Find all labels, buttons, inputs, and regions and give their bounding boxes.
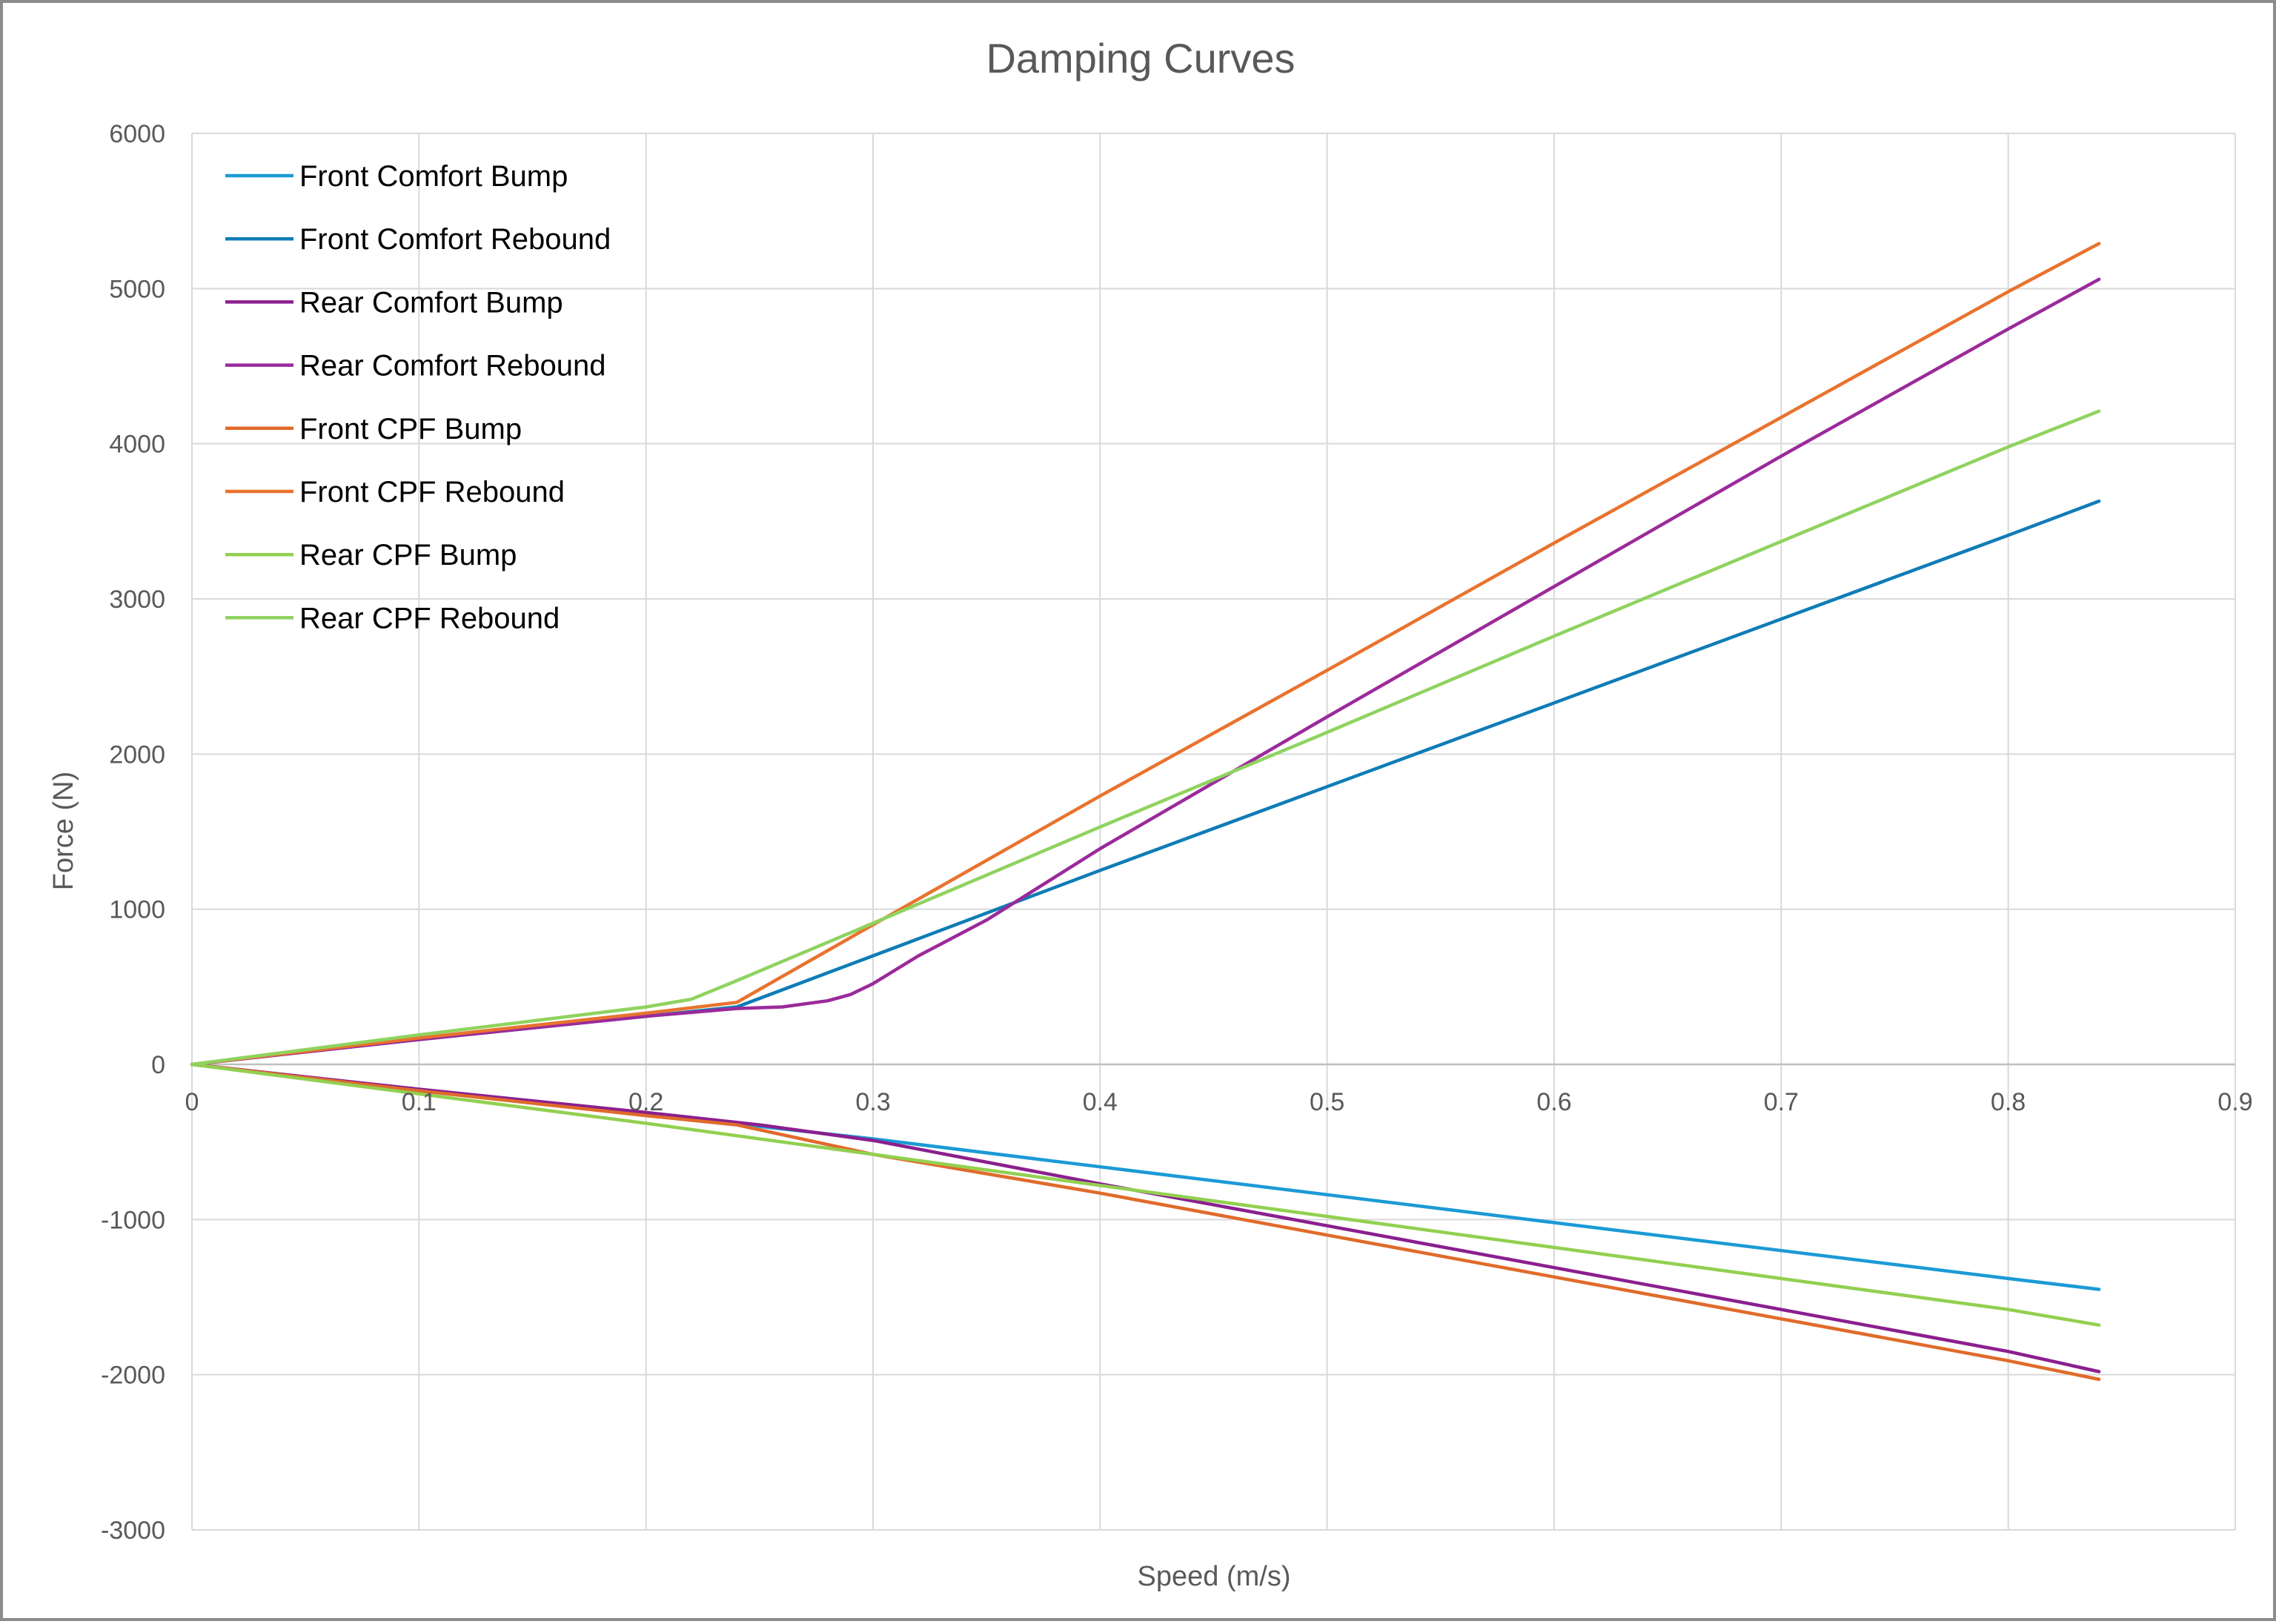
gridlines (191, 133, 2236, 1531)
series-line-6 (190, 242, 2101, 1067)
x-tick-label: 0.3 (855, 1088, 890, 1116)
x-tick-label: 0.7 (1764, 1088, 1799, 1116)
y-tick-label: 0 (151, 1051, 165, 1079)
tick-labels: 0 0.1 0.2 0.3 0.4 0.5 0.6 0.7 0.8 0.9 6000 5000 4000… (101, 120, 2253, 1545)
y-tick-label: -1000 (101, 1206, 165, 1234)
legend-entry-label: Front Comfort Rebound (299, 223, 611, 256)
y-tick-label: 6000 (109, 120, 165, 148)
legend-entry-label: Rear Comfort Bump (299, 286, 563, 319)
legend: Front Comfort Bump Front Comfort Rebound R… (225, 160, 611, 634)
chart-title: Damping Curves (986, 35, 1295, 82)
legend-entry-label: Rear CPF Bump (299, 539, 517, 571)
y-tick-label: 1000 (109, 896, 165, 924)
series-line-8 (190, 409, 2101, 1067)
y-tick-label: -3000 (101, 1517, 165, 1545)
legend-entry-label: Rear CPF Rebound (299, 602, 560, 634)
series-line-2 (190, 499, 2101, 1067)
x-tick-label: 0.5 (1310, 1088, 1344, 1116)
x-tick-label: 0.6 (1536, 1088, 1571, 1116)
y-tick-label: 5000 (109, 275, 165, 303)
series-line-7 (190, 1062, 2101, 1327)
x-tick-label: 0 (185, 1088, 199, 1116)
x-tick-label: 0.1 (402, 1088, 437, 1116)
y-tick-label: 4000 (109, 431, 165, 459)
x-axis-label: Speed (m/s) (1138, 1561, 1291, 1592)
series-line-5 (190, 1062, 2101, 1382)
legend-entry-label: Rear Comfort Rebound (299, 350, 606, 382)
damping-chart: 0 0.1 0.2 0.3 0.4 0.5 0.6 0.7 0.8 0.9 6000 5000 4000… (48, 35, 2253, 1592)
series-line-4 (190, 277, 2101, 1067)
y-axis-label: Force (N) (48, 772, 79, 890)
x-tick-label: 0.9 (2217, 1088, 2252, 1116)
legend-entry-label: Front CPF Bump (299, 413, 522, 445)
legend-entry-label: Front Comfort Bump (299, 160, 568, 193)
x-tick-label: 0.2 (628, 1088, 663, 1116)
series-lines (190, 242, 2101, 1382)
y-tick-label: 2000 (109, 740, 165, 769)
y-tick-label: -2000 (101, 1362, 165, 1390)
y-tick-label: 3000 (109, 586, 165, 614)
legend-entry-label: Front CPF Rebound (299, 476, 565, 508)
x-tick-label: 0.4 (1083, 1088, 1118, 1116)
x-tick-label: 0.8 (1991, 1088, 2025, 1116)
